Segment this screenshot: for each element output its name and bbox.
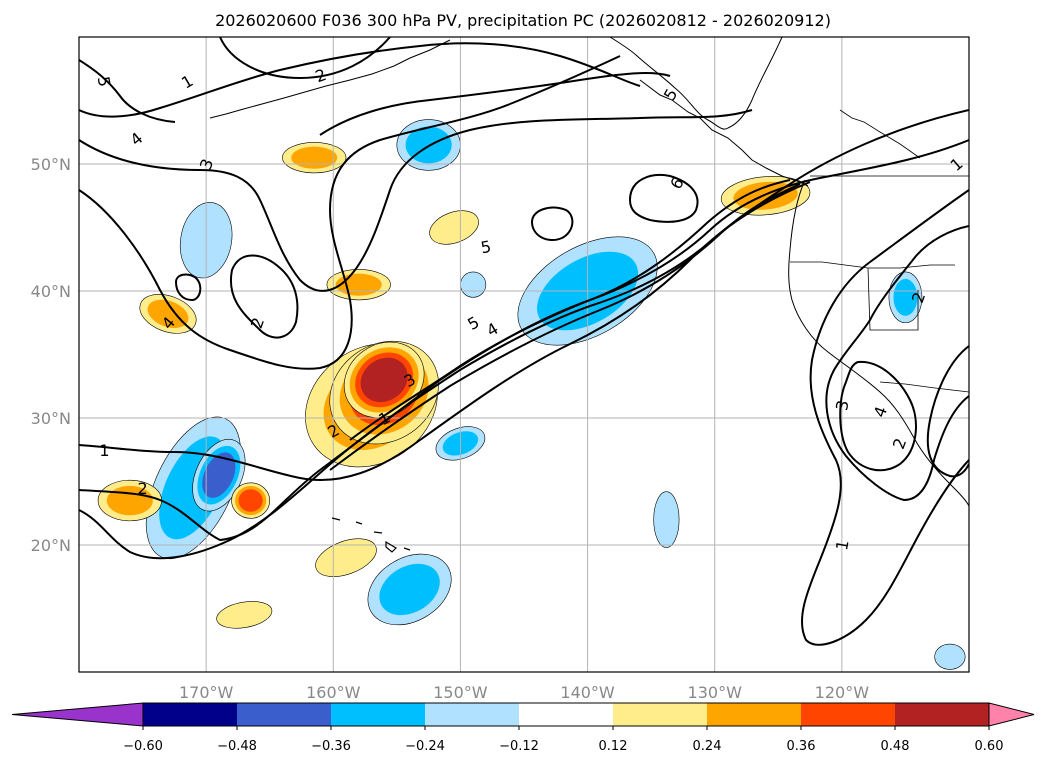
pv-contour-1-main [79,109,969,482]
colorbar-bin [895,703,989,726]
north-america-coastline [609,37,969,507]
map-background [79,37,969,672]
pv-contour-north-3 [79,109,753,292]
colorbar-tick-label: −0.24 [405,739,445,754]
precip-anomaly-blob [429,210,479,245]
pv-contour-east-4 [926,345,969,478]
pv-contour-north-4 [79,55,621,370]
colorbar-bin [613,703,707,726]
us-mexico-border [790,261,969,393]
colorbar-tick-label: 0.24 [693,739,722,754]
pv-contour-east-1 [800,189,969,646]
alaska-islands [209,39,809,187]
precip-anomaly-contour-fill [202,452,236,498]
colorbar-bin [143,703,237,726]
colorbar-bin [707,703,801,726]
colorbar-bin [519,703,613,726]
colorbar-tick-label: −0.12 [499,739,539,754]
precip-anomaly-blob [231,482,271,519]
longitude-tick-label: 130°W [688,683,743,702]
precip-anomaly-contour-fill [147,299,189,328]
precip-anomaly-contour-fill [379,563,440,616]
gridlines [79,37,969,672]
pv-contour-6-closed [628,174,699,223]
axis-tick-labels: 170°W 160°W 150°W 140°W 130°W 120°W 20°N 30°N 40… [31,155,870,702]
colorbar-bin [237,703,331,726]
pv-contour-north-2 [79,42,641,118]
latitude-tick-label: 40°N [31,282,71,301]
precip-anomaly-contour-fill [315,538,377,577]
precip-anomaly-blob [139,294,197,334]
colorbar-bin [331,703,425,726]
pv-contour-4-jet [329,183,801,471]
pv-contours [79,37,969,646]
chart-title: 2026020600 F036 300 hPa PV, precipitatio… [215,11,831,30]
hawaii-islands [331,517,411,553]
latitude-tick-label: 20°N [31,536,71,555]
precip-anomaly-blob [282,142,347,174]
precip-anomaly-blob [367,553,452,626]
precip-anomaly-blob [97,479,162,522]
pv-contour-label: 2 [137,479,147,498]
pv-contour-east-3 [839,360,917,472]
precip-anomaly-contour-fill [893,278,918,316]
colorbar-tick-label: 0.12 [599,739,628,754]
precip-anomaly-blob [326,269,391,301]
precip-shading-layer [97,119,966,670]
precip-anomaly-contour-fill [460,271,487,298]
precip-anomaly-blob [216,601,273,629]
longitude-tick-label: 160°W [306,683,361,702]
precip-anomaly-contour-fill [291,146,338,169]
pv-contour-north-5 [79,59,671,136]
pv-contour-5-closed [530,206,574,241]
precip-anomaly-contour-fill [335,273,382,296]
colorbar-bin [801,703,895,726]
colorbar-tick-label: 0.36 [787,739,816,754]
precip-anomaly-blob [460,271,487,298]
canada-us-border [810,109,969,177]
pv-contour-north-1 [219,37,391,80]
pv-contour-label: 5 [94,75,114,88]
colorbar-tick-label: −0.60 [123,739,163,754]
coastlines [209,37,969,553]
longitude-tick-label: 140°W [560,683,615,702]
pv-contour-label: 1 [832,538,852,551]
precip-anomaly-contour-fill [216,601,273,629]
latitude-tick-label: 50°N [31,155,71,174]
longitude-tick-label: 150°W [433,683,488,702]
longitude-tick-label: 120°W [815,683,870,702]
pv-contour-2-loop-west [229,254,299,339]
pv-contour-label: 3 [832,399,852,412]
pv-contour-label: 1 [99,441,109,460]
colorbar-tick-label: −0.36 [311,739,351,754]
precip-anomaly-blob [315,538,377,577]
precip-anomaly-blob [653,491,680,548]
longitude-tick-label: 170°W [179,683,234,702]
colorbar: −0.60 −0.48 −0.36 −0.24 −0.12 0.12 0.24 0.36 0.4… [11,702,1035,754]
pv-contour-4-closed-west [174,273,202,302]
precip-anomaly-blob [888,271,923,324]
colorbar-extend-low [11,702,144,727]
precip-anomaly-contour-fill [934,643,966,670]
pv-contour-5-jet [349,179,791,441]
precip-anomaly-contour-fill [429,210,479,245]
colorbar-tick-label: 0.60 [975,739,1004,754]
precip-anomaly-contour-fill [360,357,408,403]
precip-anomaly-contour-fill [653,491,680,548]
map-frame [78,36,970,673]
precip-anomaly-blob [934,643,966,670]
pv-contour-label: 5 [479,237,492,257]
latitude-tick-label: 30°N [31,409,71,428]
pv-contour-3-main [79,181,811,560]
colorbar-bin [425,703,519,726]
colorbar-tick-label: 0.48 [881,739,910,754]
precip-anomaly-contour-fill [238,489,263,512]
colorbar-tick-label: −0.48 [217,739,257,754]
precip-anomaly-blob [343,341,425,418]
colorbar-frame [142,702,990,727]
colorbar-extend-high [988,702,1035,727]
